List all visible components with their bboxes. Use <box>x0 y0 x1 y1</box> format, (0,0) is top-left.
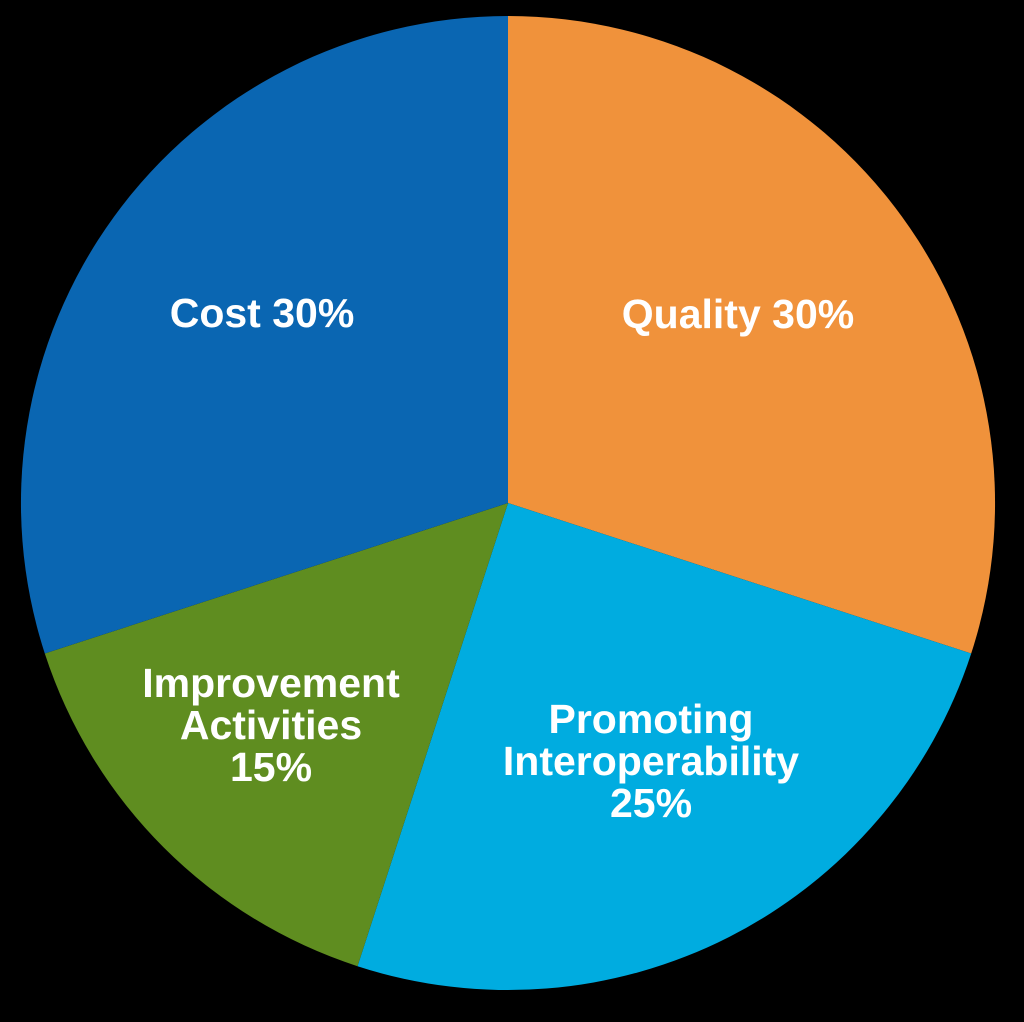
pie-label-line: Promoting <box>549 696 754 742</box>
pie-slice-improvement-activities <box>44 503 509 967</box>
pie-slice-quality <box>508 15 996 654</box>
pie-slice-promoting-interoperability <box>357 503 972 991</box>
pie-slice-cost <box>20 15 509 654</box>
pie-slices <box>20 15 996 991</box>
pie-label-line: Improvement <box>142 660 400 706</box>
pie-label-cost: Cost 30% <box>170 290 355 336</box>
pie-label-quality: Quality 30% <box>622 291 854 337</box>
pie-labels: Quality 30%Promoting Interoperability 25%I… <box>142 290 854 826</box>
pie-label-promoting-interoperability: Promoting Interoperability 25% <box>503 696 799 826</box>
pie-label-improvement-activities: Improvement Activities 15% <box>142 660 400 790</box>
pie-label-line: Interoperability <box>503 738 799 784</box>
pie-label-line: Quality 30% <box>622 291 854 337</box>
pie-label-line: 15% <box>230 744 312 790</box>
pie-label-line: Activities <box>180 702 362 748</box>
pie-label-line: 25% <box>610 780 692 826</box>
pie-label-line: Cost 30% <box>170 290 355 336</box>
